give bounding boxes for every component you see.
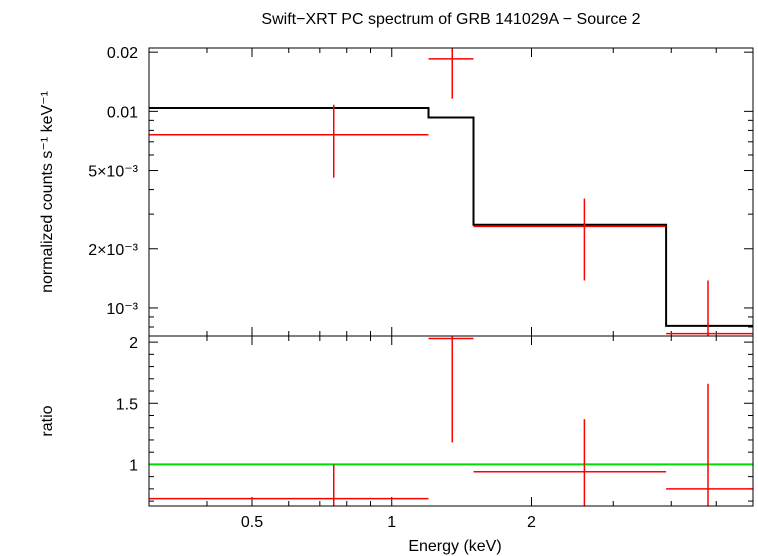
data-point xyxy=(149,104,429,178)
ratio-point xyxy=(666,383,753,506)
model-step-line xyxy=(149,107,753,327)
data-point xyxy=(428,48,474,99)
x-tick-label: 1 xyxy=(387,514,396,531)
y-tick-label: 2 xyxy=(129,335,138,352)
top-y-axis-label: normalized counts s⁻¹ keV⁻¹ xyxy=(39,91,56,293)
y-tick-label: 5×10⁻³ xyxy=(88,164,138,181)
bottom-y-axis-label: ratio xyxy=(39,405,56,436)
x-tick-label: 0.5 xyxy=(241,514,263,531)
bottom-panel: 0.5 1 2 2 1.5 1 xyxy=(116,335,753,531)
bottom-panel-frame xyxy=(148,335,754,507)
y-tick-label: 1.5 xyxy=(116,396,138,413)
ratio-point xyxy=(149,464,429,506)
x-axis-label: Energy (keV) xyxy=(408,538,501,555)
y-tick-label: 10⁻³ xyxy=(106,301,138,318)
data-point xyxy=(666,280,753,336)
bottom-plot-area xyxy=(149,336,753,506)
top-plot-area xyxy=(149,48,753,336)
top-panel: 0.02 0.01 5×10⁻³ 2×10⁻³ 10⁻³ xyxy=(88,45,753,506)
chart-title: Swift−XRT PC spectrum of GRB 141029A − S… xyxy=(261,11,640,28)
y-tick-label: 2×10⁻³ xyxy=(88,242,138,259)
x-tick-label: 2 xyxy=(527,514,536,531)
y-tick-label: 0.01 xyxy=(107,104,138,121)
y-tick-label: 1 xyxy=(129,457,138,474)
ratio-point xyxy=(473,419,667,506)
data-point xyxy=(473,198,667,281)
y-tick-label: 0.02 xyxy=(107,45,138,62)
top-panel-frame xyxy=(148,47,754,337)
ratio-point xyxy=(428,336,474,443)
